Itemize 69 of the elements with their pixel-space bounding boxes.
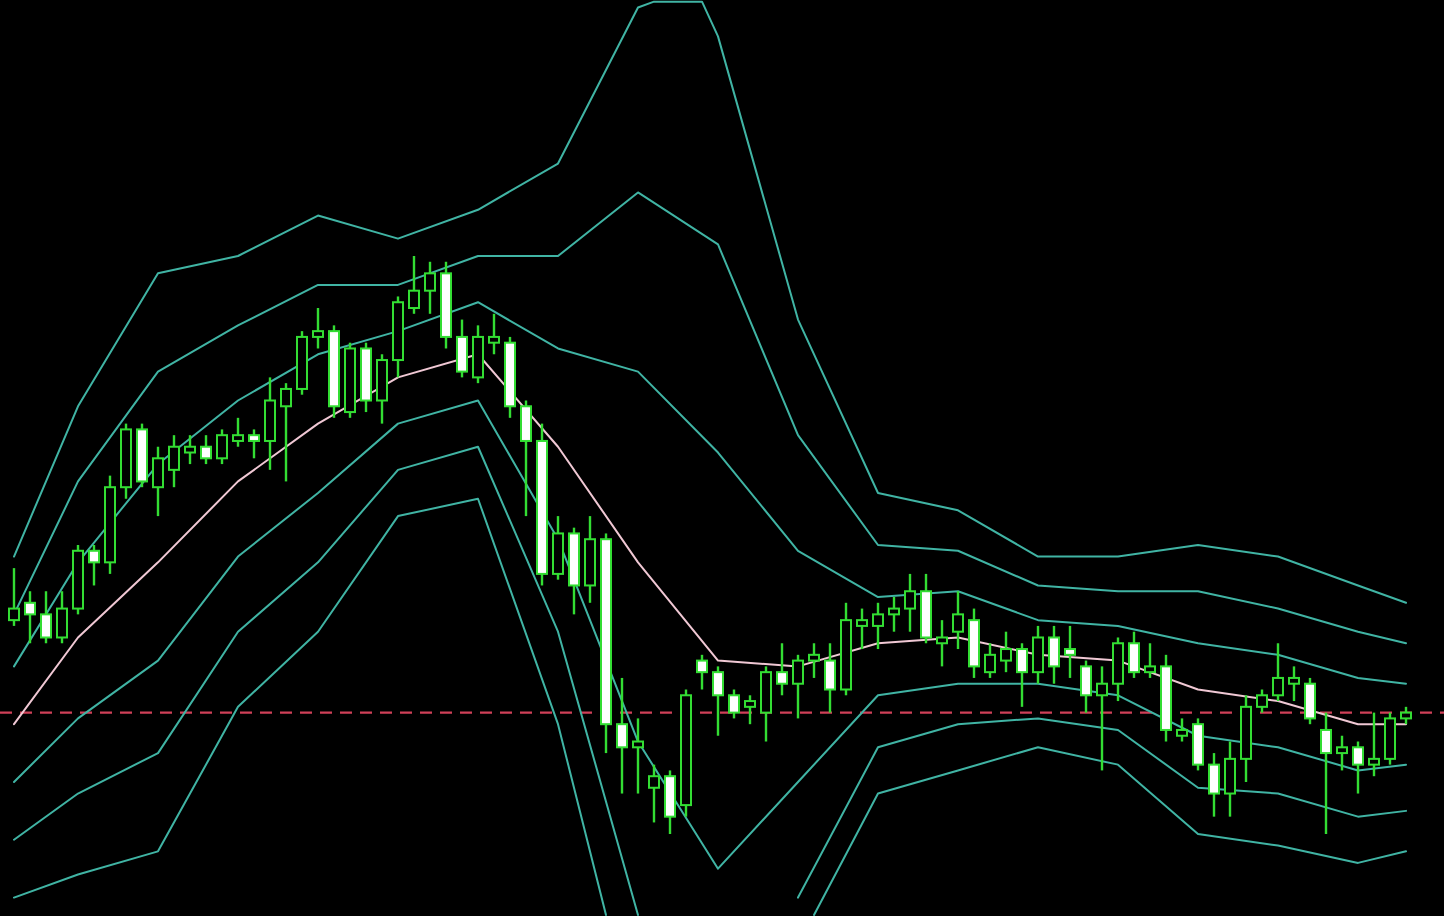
- candlestick: [776, 642, 788, 697]
- candlestick: [456, 318, 468, 379]
- candlestick: [1032, 624, 1044, 685]
- candlestick: [888, 595, 900, 633]
- candlestick: [1256, 688, 1268, 714]
- candlestick: [968, 607, 980, 680]
- candlestick: [248, 428, 260, 460]
- candlestick: [664, 769, 676, 836]
- candlestick: [616, 676, 628, 795]
- candlestick: [1208, 751, 1220, 818]
- candlestick: [312, 306, 324, 350]
- candlestick: [1192, 717, 1204, 772]
- candlestick: [264, 376, 276, 472]
- candlestick: [712, 665, 724, 737]
- candlestick: [728, 688, 740, 720]
- candlestick: [1304, 676, 1316, 726]
- candlestick: [904, 572, 916, 633]
- candlestick: [984, 642, 996, 680]
- candlestick: [376, 353, 388, 425]
- candlestick: [872, 601, 884, 651]
- candlestick: [408, 254, 420, 315]
- candlestick: [24, 590, 36, 645]
- candlestick: [920, 572, 932, 645]
- candlestick: [1176, 717, 1188, 743]
- candlestick: [1368, 711, 1380, 778]
- candlestick: [792, 653, 804, 720]
- candlestick: [808, 642, 820, 680]
- candlestick: [760, 665, 772, 743]
- candlestick: [632, 717, 644, 795]
- candlestick: [1352, 740, 1364, 795]
- candlestick: [168, 433, 180, 489]
- candlestick: [1080, 659, 1092, 714]
- candlestick: [1384, 711, 1396, 766]
- candlestick: [488, 312, 500, 356]
- candlestick: [40, 590, 52, 645]
- candlestick: [184, 433, 196, 466]
- candlestick: [952, 590, 964, 651]
- candlestick: [1288, 665, 1300, 703]
- candlestick: [1128, 630, 1140, 680]
- candlestick: [280, 381, 292, 483]
- candlestick: [1320, 711, 1332, 836]
- candlestick: [552, 514, 564, 581]
- candlestick: [936, 618, 948, 668]
- candlestick: [856, 607, 868, 651]
- candlestick: [8, 566, 20, 628]
- candlestick: [424, 260, 436, 315]
- candlestick: [584, 514, 596, 604]
- candlestick: [216, 428, 228, 466]
- candlestick: [1144, 642, 1156, 680]
- candlestick: [1016, 642, 1028, 709]
- candlestick: [1112, 636, 1124, 703]
- candlestick: [744, 694, 756, 726]
- candlestick: [1336, 734, 1348, 772]
- candlestick: [1000, 630, 1012, 674]
- candlestick: [824, 642, 836, 714]
- candlestick: [152, 445, 164, 518]
- candlestick: [696, 653, 708, 691]
- candlestick: [56, 590, 68, 645]
- candlestick: [200, 433, 212, 466]
- candlestick: [648, 763, 660, 824]
- candlestick: [1048, 624, 1060, 685]
- candlestick: [1224, 740, 1236, 818]
- candlestick: [1272, 642, 1284, 703]
- candlestick: [1096, 665, 1108, 772]
- candlestick: [472, 324, 484, 385]
- candlestick: [520, 399, 532, 518]
- candlestick: [1064, 624, 1076, 680]
- candlestick: [232, 416, 244, 448]
- candlestick: [88, 543, 100, 587]
